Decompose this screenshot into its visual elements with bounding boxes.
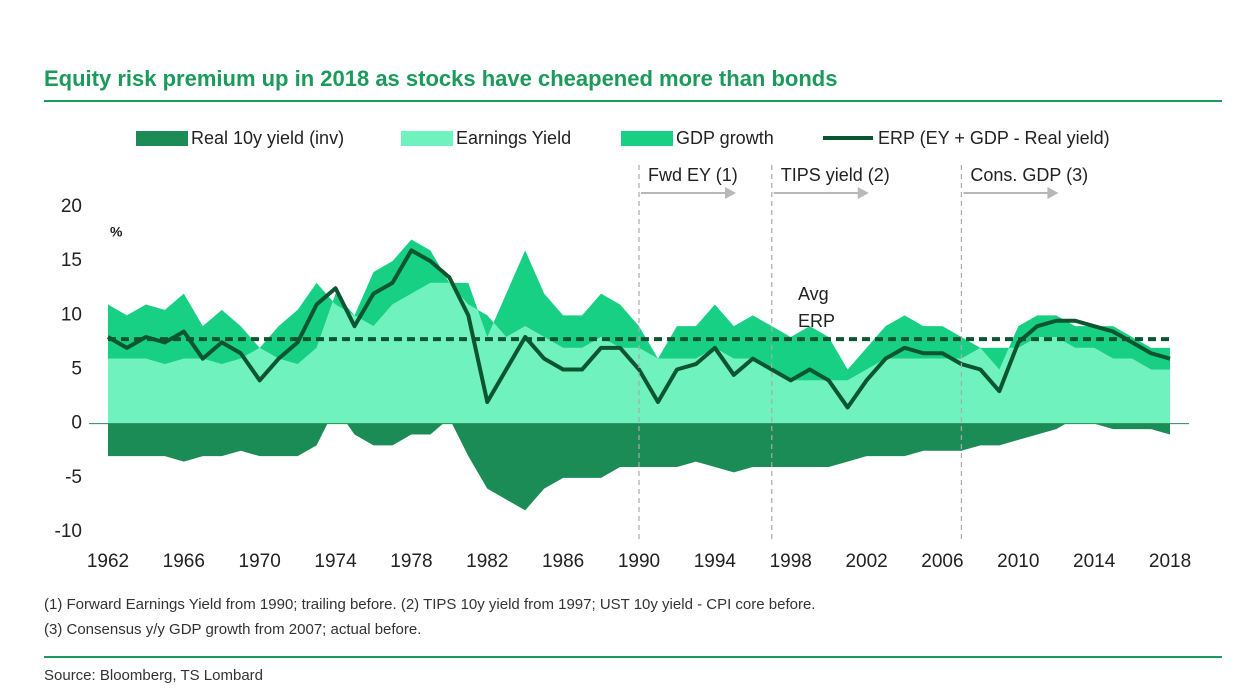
regime-arrowhead <box>1047 187 1059 199</box>
x-tick-label: 2006 <box>921 551 963 572</box>
x-tick-label: 1994 <box>694 551 737 572</box>
x-tick-label: 2002 <box>845 551 887 572</box>
area <box>107 407 1171 511</box>
y-tick-label: 10 <box>61 304 82 325</box>
y-tick-label: 0 <box>71 413 82 434</box>
y-tick-label: -10 <box>55 521 82 542</box>
legend-swatch <box>136 131 188 146</box>
y-unit: % <box>110 224 123 240</box>
erp-line <box>106 248 1171 410</box>
area <box>107 239 1171 381</box>
y-tick-label: 20 <box>61 196 82 217</box>
x-tick-label: 1978 <box>390 551 432 572</box>
x-tick-label: 1986 <box>542 551 584 572</box>
x-tick-label: 1962 <box>87 551 129 572</box>
y-tick-label: -5 <box>65 467 82 488</box>
area <box>107 282 1171 424</box>
regime-arrowhead <box>725 187 736 199</box>
x-tick-label: 1982 <box>466 551 508 572</box>
legend-label: GDP growth <box>676 128 774 148</box>
regime-label: TIPS yield (2) <box>781 165 890 185</box>
footnote: (3) Consensus y/y GDP growth from 2007; … <box>44 621 421 638</box>
x-tick-label: 1998 <box>770 551 812 572</box>
x-tick-label: 1966 <box>163 551 205 572</box>
regime-arrowhead <box>857 187 869 199</box>
x-tick-label: 2018 <box>1149 551 1191 572</box>
footnote: (1) Forward Earnings Yield from 1990; tr… <box>44 596 815 613</box>
x-tick-label: 1990 <box>618 551 660 572</box>
legend-label: ERP (EY + GDP - Real yield) <box>878 128 1110 148</box>
average-label: Avg <box>798 284 829 304</box>
average-label: ERP <box>798 311 835 331</box>
source: Source: Bloomberg, TS Lombard <box>44 667 263 684</box>
regime-label: Fwd EY (1) <box>648 165 738 185</box>
x-tick-label: 1974 <box>314 551 357 572</box>
legend-swatch <box>621 131 673 146</box>
x-tick-label: 2014 <box>1073 551 1116 572</box>
y-tick-label: 5 <box>71 359 82 380</box>
legend-swatch <box>401 131 453 146</box>
legend-label: Real 10y yield (inv) <box>191 128 344 148</box>
x-tick-label: 2010 <box>997 551 1039 572</box>
x-tick-label: 1970 <box>239 551 281 572</box>
regime-label: Cons. GDP (3) <box>970 165 1088 185</box>
legend-label: Earnings Yield <box>456 128 571 148</box>
y-tick-label: 15 <box>61 250 82 271</box>
plot-area <box>89 239 1189 511</box>
chart-title: Equity risk premium up in 2018 as stocks… <box>44 66 837 91</box>
